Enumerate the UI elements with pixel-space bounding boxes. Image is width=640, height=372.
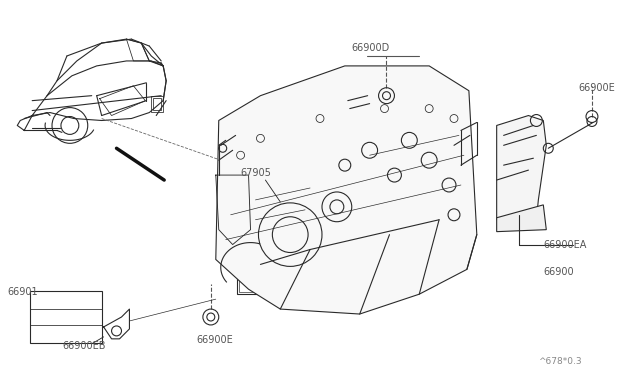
Polygon shape [497,205,547,232]
Bar [355,200,394,230]
Text: ^678*0.3: ^678*0.3 [538,357,582,366]
Text: 66900: 66900 [543,267,574,278]
Text: 66900EB: 66900EB [62,341,106,351]
Bar [153,98,161,110]
Text: 66900D: 66900D [352,43,390,53]
Text: 66900E: 66900E [196,335,233,345]
Bar [310,185,365,230]
Text: 66900E: 66900E [578,83,615,93]
Bar [305,254,370,292]
Bar [237,254,266,294]
Polygon shape [497,116,547,225]
Text: 66900EA: 66900EA [543,240,587,250]
Text: 66901: 66901 [7,287,38,297]
Bar [239,257,264,292]
Text: 67905: 67905 [241,168,271,178]
Polygon shape [216,66,477,314]
Bar [151,96,163,112]
Bar [30,291,102,343]
